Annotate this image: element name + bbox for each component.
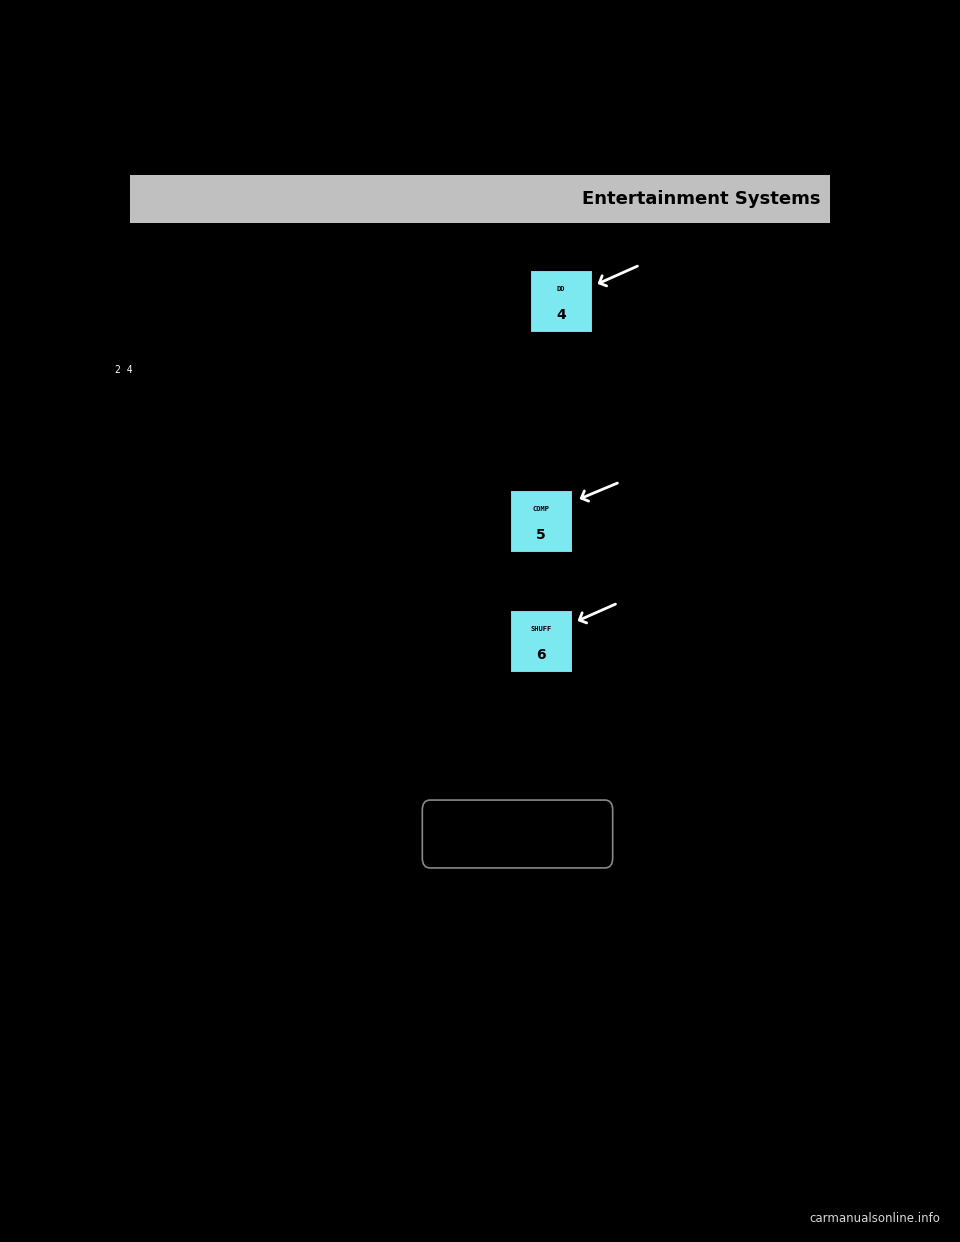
Text: Entertainment Systems: Entertainment Systems [582, 190, 821, 207]
Text: DD: DD [557, 286, 565, 292]
Text: 4: 4 [556, 308, 565, 322]
FancyBboxPatch shape [130, 175, 830, 224]
Text: 5: 5 [536, 528, 546, 542]
Text: carmanualsonline.info: carmanualsonline.info [809, 1212, 940, 1225]
Text: 6: 6 [537, 647, 546, 662]
FancyBboxPatch shape [510, 610, 572, 672]
Text: COMP: COMP [533, 505, 549, 512]
Text: 2 4: 2 4 [115, 365, 132, 375]
FancyBboxPatch shape [530, 270, 592, 332]
Text: SHUFF: SHUFF [530, 626, 552, 632]
FancyBboxPatch shape [510, 491, 572, 551]
